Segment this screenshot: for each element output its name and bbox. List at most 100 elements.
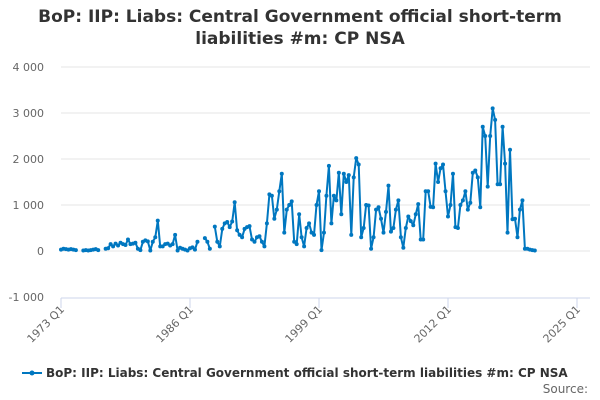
data-point bbox=[220, 226, 225, 231]
y-tick-label: 3 000 bbox=[13, 107, 45, 120]
data-point bbox=[443, 189, 448, 194]
data-point bbox=[262, 244, 267, 249]
data-point bbox=[371, 235, 376, 240]
data-point bbox=[321, 230, 326, 235]
data-point bbox=[436, 180, 441, 184]
data-point bbox=[480, 124, 485, 129]
data-point bbox=[493, 117, 498, 122]
data-point bbox=[498, 182, 503, 187]
x-tick-label: 1986 Q1 bbox=[154, 303, 197, 346]
data-point bbox=[125, 237, 130, 242]
data-point bbox=[438, 166, 443, 171]
data-point bbox=[312, 232, 317, 237]
data-point bbox=[351, 175, 356, 180]
data-point bbox=[279, 171, 284, 176]
data-point bbox=[441, 162, 446, 167]
data-point bbox=[277, 189, 282, 194]
data-point bbox=[73, 248, 78, 253]
data-point bbox=[411, 223, 416, 228]
data-point bbox=[202, 236, 207, 241]
legend-label: BoP: IIP: Liabs: Central Government offi… bbox=[46, 366, 568, 380]
data-point bbox=[366, 203, 371, 208]
data-point bbox=[324, 193, 329, 198]
y-tick-label: 0 bbox=[37, 245, 44, 258]
data-point bbox=[483, 134, 488, 138]
data-point bbox=[391, 226, 396, 230]
data-point bbox=[468, 200, 473, 205]
data-point bbox=[212, 224, 217, 229]
data-point bbox=[458, 203, 463, 207]
data-point bbox=[282, 230, 287, 235]
data-point bbox=[393, 207, 398, 212]
data-point bbox=[155, 218, 160, 223]
data-point bbox=[297, 212, 302, 217]
data-point bbox=[145, 239, 150, 244]
data-point bbox=[264, 221, 269, 226]
data-point bbox=[269, 193, 274, 198]
data-point bbox=[408, 219, 413, 224]
data-point bbox=[252, 239, 257, 244]
data-point bbox=[433, 161, 438, 166]
data-point bbox=[388, 229, 393, 234]
data-point bbox=[170, 242, 175, 247]
data-point bbox=[500, 124, 505, 129]
legend-item[interactable]: BoP: IIP: Liabs: Central Government offi… bbox=[22, 366, 568, 380]
data-point bbox=[207, 246, 212, 251]
data-point bbox=[475, 175, 480, 180]
data-point bbox=[319, 248, 324, 253]
legend-line-marker-icon bbox=[22, 370, 42, 376]
x-tick-label: 1999 Q1 bbox=[283, 303, 326, 346]
data-point bbox=[96, 248, 101, 253]
data-point bbox=[232, 200, 237, 205]
data-point bbox=[359, 235, 364, 240]
data-point bbox=[356, 162, 361, 167]
data-point bbox=[532, 248, 537, 253]
data-point bbox=[478, 205, 483, 210]
data-point bbox=[401, 245, 406, 250]
y-tick-label: 4 000 bbox=[13, 61, 45, 74]
data-point bbox=[274, 207, 279, 212]
data-point bbox=[235, 228, 240, 233]
data-point bbox=[123, 243, 128, 248]
data-point bbox=[217, 244, 222, 249]
data-point bbox=[344, 180, 349, 184]
data-point bbox=[133, 240, 138, 245]
data-point bbox=[515, 235, 520, 240]
data-point bbox=[508, 147, 513, 152]
data-point bbox=[317, 189, 321, 194]
data-point bbox=[517, 207, 522, 212]
data-point bbox=[205, 239, 210, 244]
data-point bbox=[111, 244, 116, 249]
data-point bbox=[304, 226, 309, 230]
data-point bbox=[361, 226, 366, 230]
data-point bbox=[240, 235, 245, 240]
data-point bbox=[329, 221, 334, 226]
data-point bbox=[284, 207, 289, 212]
data-point bbox=[272, 216, 277, 221]
data-point bbox=[488, 134, 493, 138]
data-point bbox=[398, 235, 403, 240]
data-point bbox=[215, 239, 220, 244]
data-point bbox=[421, 237, 426, 242]
data-point bbox=[520, 198, 525, 203]
data-point bbox=[354, 156, 359, 161]
data-point bbox=[426, 189, 431, 194]
data-point bbox=[294, 242, 299, 247]
data-point bbox=[225, 220, 230, 225]
data-point bbox=[512, 216, 517, 221]
data-point bbox=[307, 221, 312, 226]
data-point bbox=[227, 225, 232, 230]
data-point bbox=[383, 209, 388, 214]
data-point bbox=[349, 232, 354, 237]
data-point bbox=[379, 216, 384, 221]
data-point bbox=[259, 239, 264, 244]
y-tick-label: -1 000 bbox=[9, 291, 44, 304]
data-point bbox=[339, 212, 344, 217]
data-point bbox=[287, 203, 292, 207]
data-point bbox=[369, 246, 374, 251]
data-point bbox=[386, 183, 391, 188]
data-point bbox=[503, 161, 508, 166]
data-point bbox=[116, 243, 121, 248]
data-point bbox=[148, 248, 153, 253]
